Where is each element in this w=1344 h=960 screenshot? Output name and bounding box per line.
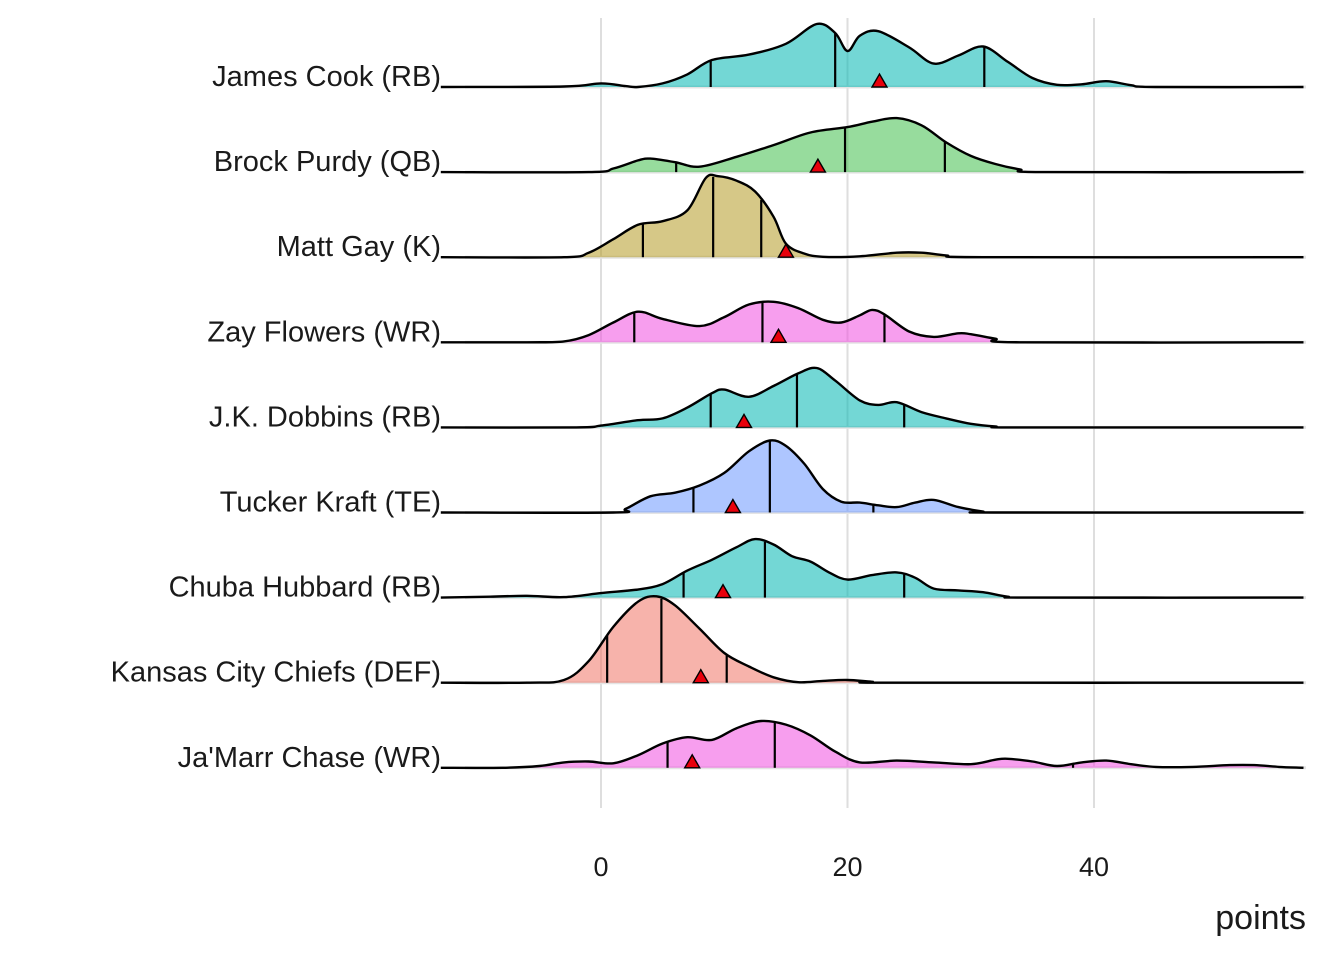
x-tick-label: 40 xyxy=(1079,852,1109,882)
category-label: J.K. Dobbins (RB) xyxy=(209,401,441,433)
category-label: Matt Gay (K) xyxy=(277,231,441,263)
category-label: Kansas City Chiefs (DEF) xyxy=(111,657,441,689)
ridge-series xyxy=(440,22,1304,89)
ridge-outline xyxy=(440,116,1304,174)
ridge-outline xyxy=(440,537,1304,599)
ridge-series xyxy=(440,173,1304,259)
marker-triangle xyxy=(724,498,742,514)
ridge-outline xyxy=(440,594,1304,685)
ridge-area xyxy=(440,118,1304,173)
marker-triangle xyxy=(714,583,732,599)
ridge-series xyxy=(440,537,1304,599)
ridge-area xyxy=(440,301,1304,343)
marker-triangle xyxy=(870,72,889,88)
category-labels: James Cook (RB) Brock Purdy (QB) Matt Gay … xyxy=(111,61,441,774)
x-tick-label: 0 xyxy=(593,852,608,882)
marker-triangle xyxy=(692,668,710,684)
category-label: Ja'Marr Chase (WR) xyxy=(178,742,441,774)
category-label: Zay Flowers (WR) xyxy=(207,316,441,348)
marker-triangle xyxy=(769,327,788,343)
ridge-series xyxy=(440,594,1304,685)
ridge-outline xyxy=(440,173,1304,259)
ridge-outline xyxy=(440,22,1304,89)
x-tick-label: 20 xyxy=(832,852,862,882)
ridge-area xyxy=(440,367,1304,428)
ridge-series xyxy=(440,366,1304,429)
ridge-outline xyxy=(440,439,1304,514)
ridge-area xyxy=(440,440,1304,513)
category-label: James Cook (RB) xyxy=(212,61,441,93)
marker-triangle xyxy=(735,412,753,429)
ridges xyxy=(440,22,1304,770)
ridge-series xyxy=(440,719,1304,770)
x-axis-title: points xyxy=(1215,899,1306,937)
marker-triangle xyxy=(809,157,827,173)
category-label: Brock Purdy (QB) xyxy=(214,146,441,178)
ridge-series xyxy=(440,300,1304,344)
ridge-series xyxy=(440,116,1304,174)
ridge-outline xyxy=(440,300,1304,344)
ridge-area xyxy=(440,23,1304,88)
ridge-area xyxy=(440,539,1304,598)
ridge-area xyxy=(440,596,1304,683)
marker-triangle xyxy=(777,242,795,258)
ridge-outline xyxy=(440,366,1304,429)
ridge-series xyxy=(440,439,1304,514)
ridge-outline xyxy=(440,719,1304,770)
ridge-area xyxy=(440,720,1304,768)
x-axis-ticks: 0 20 40 xyxy=(593,852,1109,882)
category-label: Chuba Hubbard (RB) xyxy=(169,572,441,604)
category-label: Tucker Kraft (TE) xyxy=(220,487,441,519)
marker-triangle xyxy=(683,753,701,769)
ridge-area xyxy=(440,174,1304,258)
